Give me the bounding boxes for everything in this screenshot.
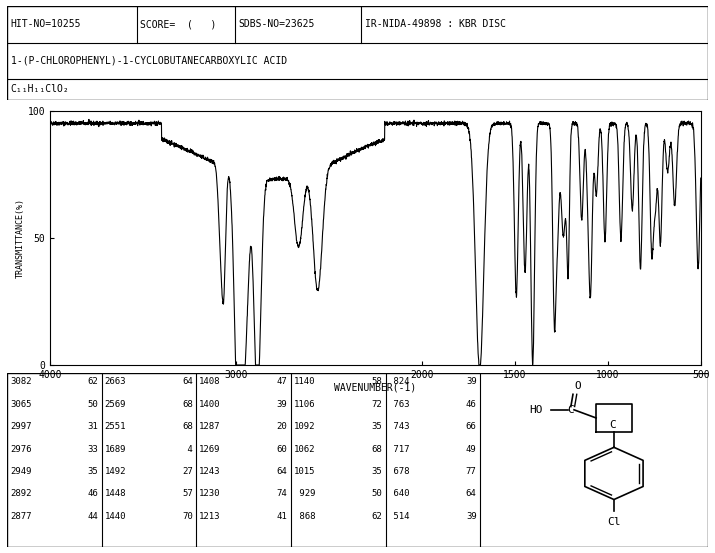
Text: 39: 39 bbox=[277, 400, 287, 409]
Text: 64: 64 bbox=[277, 467, 287, 476]
Text: 60: 60 bbox=[277, 445, 287, 453]
Text: 39: 39 bbox=[466, 512, 477, 521]
Text: 1243: 1243 bbox=[199, 467, 221, 476]
Text: C: C bbox=[609, 420, 616, 430]
Text: 2569: 2569 bbox=[104, 400, 126, 409]
Text: Cl: Cl bbox=[607, 517, 621, 526]
Text: 1408: 1408 bbox=[199, 378, 221, 387]
Text: 4: 4 bbox=[182, 445, 193, 453]
Text: 70: 70 bbox=[182, 512, 193, 521]
Text: 49: 49 bbox=[466, 445, 477, 453]
Text: HO: HO bbox=[529, 405, 543, 415]
Text: 743: 743 bbox=[388, 422, 410, 431]
Text: C₁₁H₁₁ClO₂: C₁₁H₁₁ClO₂ bbox=[11, 84, 69, 94]
Text: 2997: 2997 bbox=[10, 422, 31, 431]
Text: 3065: 3065 bbox=[10, 400, 31, 409]
Text: O: O bbox=[574, 381, 581, 391]
Text: 1062: 1062 bbox=[294, 445, 315, 453]
Text: 2976: 2976 bbox=[10, 445, 31, 453]
Text: 72: 72 bbox=[371, 400, 382, 409]
Text: 46: 46 bbox=[87, 489, 98, 498]
Text: 41: 41 bbox=[277, 512, 287, 521]
Text: 66: 66 bbox=[466, 422, 477, 431]
Text: 50: 50 bbox=[87, 400, 98, 409]
Text: 64: 64 bbox=[182, 378, 193, 387]
Text: 50: 50 bbox=[371, 489, 382, 498]
Text: 1015: 1015 bbox=[294, 467, 315, 476]
Text: 1-(P-CHLOROPHENYL)-1-CYCLOBUTANECARBOXYLIC ACID: 1-(P-CHLOROPHENYL)-1-CYCLOBUTANECARBOXYL… bbox=[11, 56, 287, 66]
Text: 2877: 2877 bbox=[10, 512, 31, 521]
Text: 1440: 1440 bbox=[104, 512, 126, 521]
Text: 39: 39 bbox=[466, 378, 477, 387]
Text: 2892: 2892 bbox=[10, 489, 31, 498]
Text: 62: 62 bbox=[87, 378, 98, 387]
Text: 929: 929 bbox=[294, 489, 315, 498]
Text: 1269: 1269 bbox=[199, 445, 221, 453]
Text: 47: 47 bbox=[277, 378, 287, 387]
Text: 77: 77 bbox=[466, 467, 477, 476]
Text: 2949: 2949 bbox=[10, 467, 31, 476]
Text: 62: 62 bbox=[371, 512, 382, 521]
Text: 68: 68 bbox=[182, 400, 193, 409]
Text: 68: 68 bbox=[371, 445, 382, 453]
Text: 1230: 1230 bbox=[199, 489, 221, 498]
Text: 824: 824 bbox=[388, 378, 410, 387]
Text: 678: 678 bbox=[388, 467, 410, 476]
Text: 46: 46 bbox=[466, 400, 477, 409]
Text: 35: 35 bbox=[87, 467, 98, 476]
Text: HIT-NO=10255: HIT-NO=10255 bbox=[11, 19, 82, 29]
X-axis label: WAVENUMBER(-1): WAVENUMBER(-1) bbox=[334, 383, 417, 393]
Text: 1689: 1689 bbox=[104, 445, 126, 453]
Text: 58: 58 bbox=[371, 378, 382, 387]
Text: 1213: 1213 bbox=[199, 512, 221, 521]
Text: 868: 868 bbox=[294, 512, 315, 521]
Text: C: C bbox=[568, 405, 574, 415]
Y-axis label: TRANSMITTANCE(%): TRANSMITTANCE(%) bbox=[16, 198, 25, 278]
Text: 35: 35 bbox=[371, 422, 382, 431]
Text: 33: 33 bbox=[87, 445, 98, 453]
Text: 1106: 1106 bbox=[294, 400, 315, 409]
Text: 64: 64 bbox=[466, 489, 477, 498]
Text: 2551: 2551 bbox=[104, 422, 126, 431]
Text: 1400: 1400 bbox=[199, 400, 221, 409]
Text: 44: 44 bbox=[87, 512, 98, 521]
Text: 514: 514 bbox=[388, 512, 410, 521]
Text: 717: 717 bbox=[388, 445, 410, 453]
Text: 57: 57 bbox=[182, 489, 193, 498]
Text: 20: 20 bbox=[277, 422, 287, 431]
Text: IR-NIDA-49898 : KBR DISC: IR-NIDA-49898 : KBR DISC bbox=[365, 19, 506, 29]
Text: 1287: 1287 bbox=[199, 422, 221, 431]
Text: 1092: 1092 bbox=[294, 422, 315, 431]
Text: 2663: 2663 bbox=[104, 378, 126, 387]
Text: 640: 640 bbox=[388, 489, 410, 498]
Text: 1140: 1140 bbox=[294, 378, 315, 387]
Text: 68: 68 bbox=[182, 422, 193, 431]
Text: SCORE=  (   ): SCORE= ( ) bbox=[140, 19, 217, 29]
Text: 27: 27 bbox=[182, 467, 193, 476]
Text: 763: 763 bbox=[388, 400, 410, 409]
Text: 3082: 3082 bbox=[10, 378, 31, 387]
Text: SDBS-NO=23625: SDBS-NO=23625 bbox=[238, 19, 315, 29]
Text: 1492: 1492 bbox=[104, 467, 126, 476]
Text: 74: 74 bbox=[277, 489, 287, 498]
Text: 31: 31 bbox=[87, 422, 98, 431]
Text: 35: 35 bbox=[371, 467, 382, 476]
Text: 1448: 1448 bbox=[104, 489, 126, 498]
